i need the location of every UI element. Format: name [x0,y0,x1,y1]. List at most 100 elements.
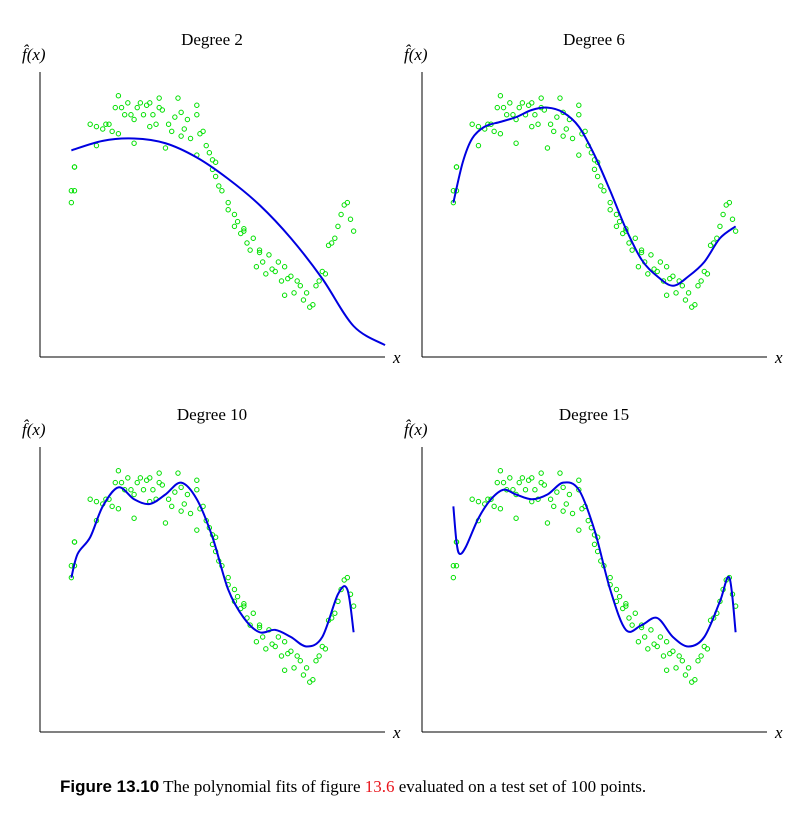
data-point [551,128,557,135]
data-point [231,223,238,230]
data-point [68,199,75,206]
data-point [623,603,629,609]
data-point [569,135,576,142]
data-point [184,491,191,498]
data-point [554,489,560,495]
data-point [162,145,169,151]
data-point [513,515,519,521]
data-point [112,479,118,486]
data-point [115,131,122,137]
data-point [538,470,544,476]
data-point [450,563,457,569]
data-point [475,498,482,505]
data-point [241,601,247,607]
data-point [519,475,526,481]
data-point [256,622,263,628]
data-point [297,283,304,289]
data-point [156,95,162,101]
data-point [175,95,181,101]
data-point [288,273,294,279]
y-axis-label: f̂(x) [22,419,46,439]
data-point [109,128,115,135]
data-point [560,508,566,514]
data-point [563,501,569,507]
data-point [638,247,645,253]
data-point [103,121,109,127]
data-point [626,615,632,621]
data-point [544,145,551,151]
data-point [259,634,266,640]
data-point [266,252,272,258]
data-point [263,646,269,652]
data-point [645,646,651,652]
fit-curve [71,137,386,347]
data-point [544,520,551,526]
data-point [115,468,122,474]
data-point [576,112,582,118]
data-point [557,470,563,476]
data-point [115,506,122,512]
data-point [328,240,335,246]
data-point [660,278,667,284]
data-point [231,211,238,218]
data-point [350,603,357,609]
data-point [576,527,582,533]
data-point [332,610,338,616]
data-point [453,164,460,170]
data-point [729,216,736,222]
panel-title: Degree 10 [177,405,247,424]
data-point [316,653,322,659]
data-point [560,133,566,139]
caption-ref-link[interactable]: 13.6 [364,777,395,796]
data-point [475,142,482,149]
data-point [313,283,319,289]
data-point [194,487,200,493]
data-point [159,107,166,113]
data-point [641,634,648,640]
data-point [194,527,200,533]
data-point [657,634,664,640]
data-point [469,121,475,127]
data-point [256,624,263,631]
data-point [344,199,351,206]
data-point [497,93,504,99]
data-point [576,102,582,108]
data-point [648,252,654,258]
data-point [275,634,282,640]
data-point [601,188,607,194]
data-point [100,126,106,132]
data-point [613,211,620,218]
data-point [256,247,263,253]
data-point [516,104,522,111]
data-point [178,133,184,139]
data-point [726,199,733,206]
data-point [212,534,219,540]
data-point [491,128,497,135]
x-axis-label: x [392,348,401,367]
data-point [212,159,219,165]
data-point [131,491,137,498]
data-point [626,240,632,246]
data-point [538,95,544,101]
data-point [695,283,701,289]
data-point [244,240,250,246]
data-point [585,517,591,524]
data-point [679,658,686,664]
data-point [272,268,278,275]
data-point [178,109,184,116]
data-point [150,487,156,493]
data-point [682,297,689,303]
data-point [169,503,175,510]
data-point [632,610,638,616]
data-point [87,121,93,127]
data-point [613,586,620,593]
data-point [194,102,200,108]
data-point [616,593,623,600]
data-point [115,93,122,99]
data-point [147,475,153,481]
data-point [503,112,510,118]
data-point [140,487,147,493]
data-point [507,475,513,481]
data-point [557,95,563,101]
data-point [488,496,494,502]
